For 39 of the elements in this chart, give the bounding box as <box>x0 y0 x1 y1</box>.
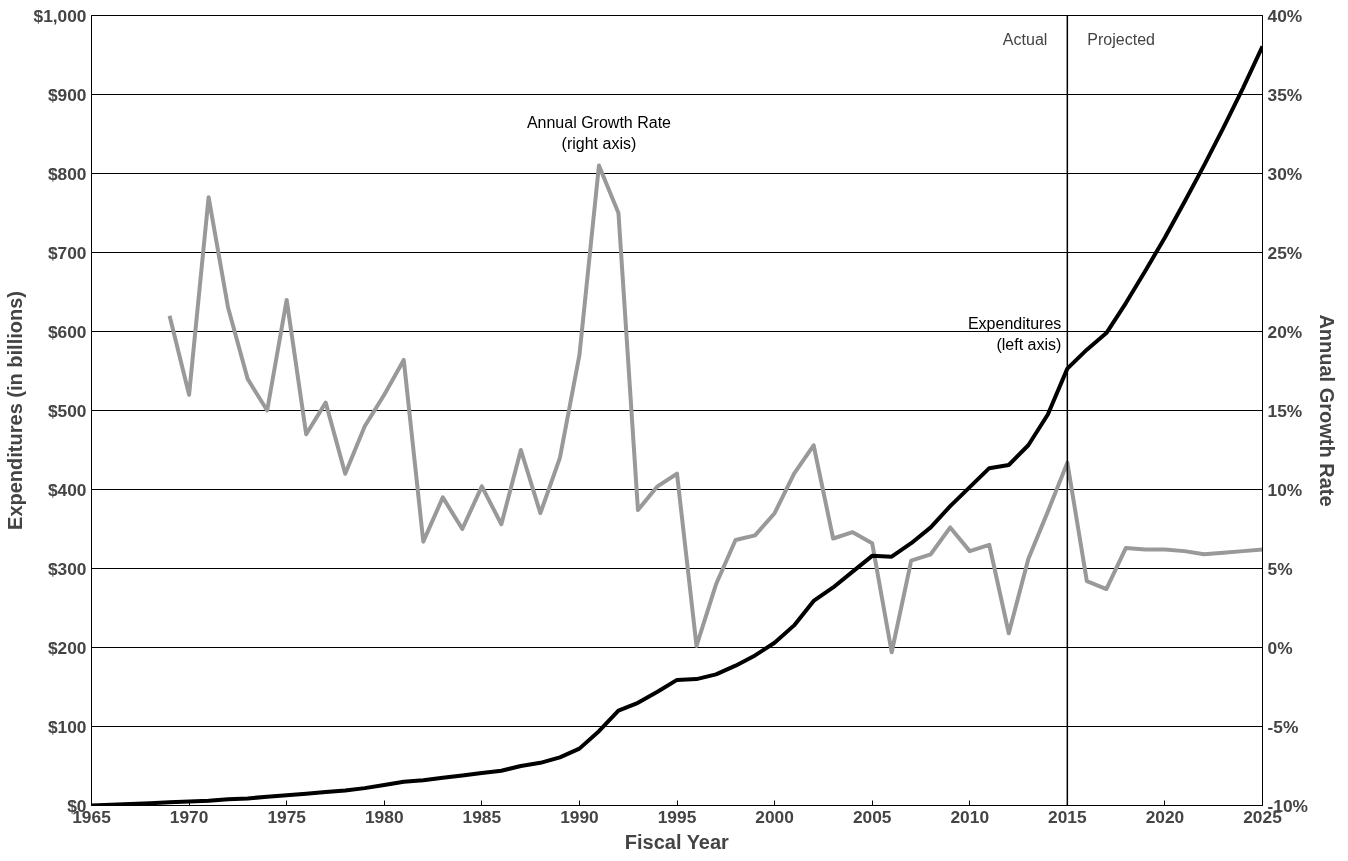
text: Annual Growth Rate (right axis) <box>526 114 672 152</box>
y-tick-label: $200 <box>47 637 87 658</box>
y2-tick-label: 10% <box>1267 479 1303 500</box>
x-tick-label: 1990 <box>560 806 599 827</box>
x-tick-label: 1985 <box>462 806 502 827</box>
y2-tick-label: 25% <box>1267 242 1303 263</box>
x-tick-label: 1975 <box>267 806 307 827</box>
y-tick-label: $100 <box>47 716 87 737</box>
x-tick-label: 1995 <box>657 806 697 827</box>
y-tick-label: $300 <box>47 558 87 579</box>
y-tick-label: $500 <box>47 400 87 421</box>
y-tick-label: $600 <box>47 321 87 342</box>
y2-tick-label: 0% <box>1267 637 1293 658</box>
x-tick-label: 1980 <box>364 806 404 827</box>
series-label: Expenditures (left axis) <box>967 315 1062 353</box>
y2-tick-label: 15% <box>1267 400 1303 421</box>
y2-axis-title: Annual Growth Rate <box>1315 314 1338 507</box>
y2-tick-label: 20% <box>1267 321 1303 342</box>
annotation: Projected <box>1087 30 1155 48</box>
y-tick-label: $400 <box>47 479 87 500</box>
y2-tick-label: 5% <box>1267 558 1293 579</box>
y2-tick-label: 30% <box>1267 163 1303 184</box>
annotation: Actual <box>1002 30 1048 48</box>
y2-tick-label: 35% <box>1267 84 1303 105</box>
y-tick-label: $900 <box>47 84 87 105</box>
y-axis-title: Expenditures (in billions) <box>3 291 26 530</box>
x-tick-label: 2000 <box>755 806 794 827</box>
y2-tick-label: -5% <box>1267 716 1299 737</box>
x-tick-label: 2005 <box>852 806 892 827</box>
x-tick-label: 1970 <box>169 806 209 827</box>
y-tick-label: $1,000 <box>33 5 87 26</box>
x-tick-label: 2010 <box>950 806 990 827</box>
y-tick-label: $800 <box>47 163 87 184</box>
y2-tick-label: 40% <box>1267 5 1303 26</box>
line-series <box>167 163 1263 655</box>
x-axis-title: Fiscal Year <box>624 830 730 853</box>
x-tick-label: 2020 <box>1145 806 1185 827</box>
x-tick-label: 2015 <box>1048 806 1087 827</box>
y-tick-label: $700 <box>47 242 87 263</box>
